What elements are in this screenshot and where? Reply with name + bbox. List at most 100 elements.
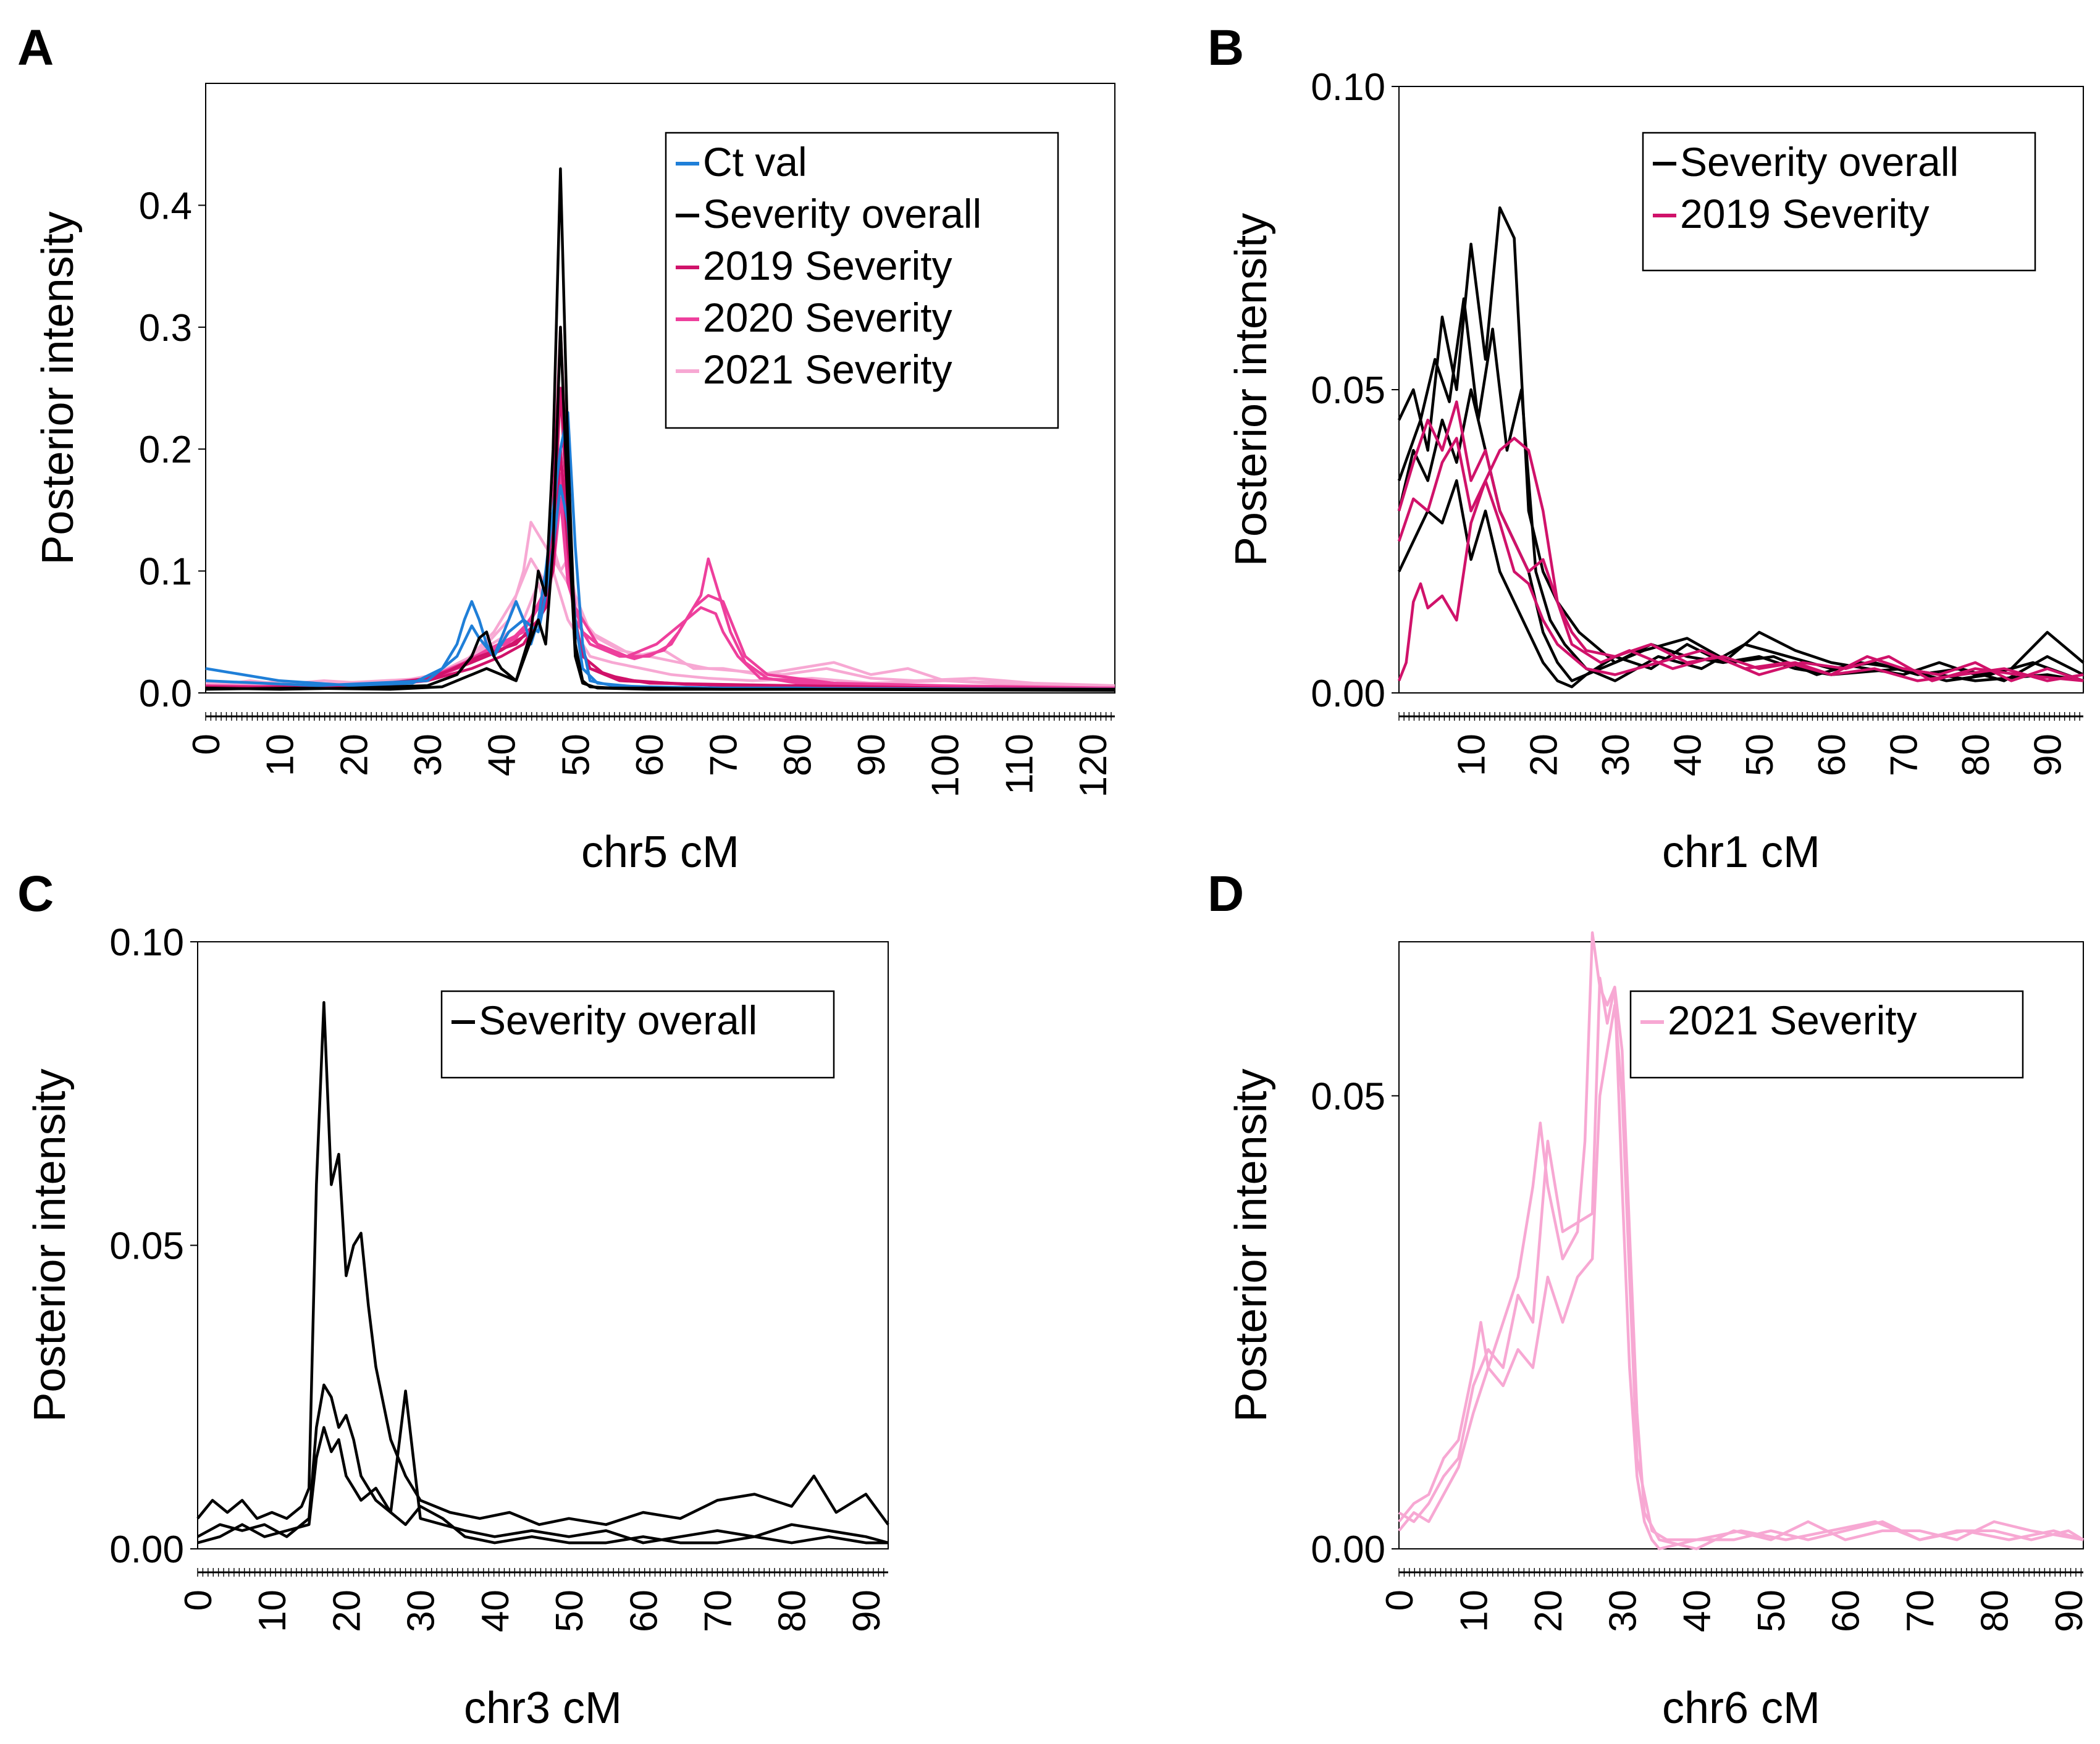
chart-a-y-tick-label: 0.3 [139, 307, 192, 350]
chart-c-series-severity-overall [196, 1001, 889, 1526]
chart-b-series-2019-severity [1397, 437, 2084, 682]
chart-b-series-2019-severity [1397, 437, 2084, 682]
chart-c-x-tick-label: 30 [400, 1590, 443, 1632]
chart-b-y-axis-title: Posterior intensity [1227, 213, 1276, 566]
chart-d-x-axis-title: chr6 cM [1662, 1683, 1820, 1733]
chart-b-x-tick-label: 70 [1883, 734, 1925, 776]
chart-c-x-tick-label: 40 [474, 1590, 517, 1632]
chart-d-y-tick-label: 0.00 [1311, 1528, 1385, 1571]
chart-b-y-tick-label: 0.00 [1311, 673, 1385, 715]
chart-a-y-tick-label: 0.1 [139, 551, 192, 593]
chart-a-y-tick-label: 0.2 [139, 429, 192, 471]
chart-a-x-tick-label: 110 [998, 734, 1041, 795]
chart-d-y-axis-title: Posterior intensity [1227, 1068, 1276, 1422]
chart-d-y-tick-label: 0.05 [1311, 1075, 1385, 1118]
panel-letter-d: D [1208, 866, 1244, 922]
chart-b-legend-label: 2019 Severity [1680, 191, 1930, 237]
chart-d-x-tick-label: 40 [1676, 1590, 1719, 1632]
chart-a: 0.0 0.1 0.2 0.3 0.4 0 10 20 30 40 50 60 70 80 90 100 110… [33, 83, 1115, 877]
chart-b-legend: Severity overall 2019 Severity [1642, 132, 2036, 272]
chart-a-y-tick-label: 0.0 [139, 673, 192, 715]
chart-d-x-tick-label: 20 [1527, 1590, 1570, 1632]
chart-a-x-tick-label: 50 [555, 734, 597, 776]
panel-a: A 0.0 0.1 0.2 0.3 0.4 0 10 20 30 40 50 60 70 80 90 100 1… [17, 20, 1115, 877]
chart-b-x-tick-label: 60 [1811, 734, 1854, 776]
chart-a-x-tick-label: 90 [850, 734, 893, 776]
chart-b: 0.00 0.05 0.10 10 20 30 40 50 60 70 80 90 chr1 cM Pos… [1227, 66, 2085, 877]
chart-c-x-tick-label: 80 [771, 1590, 814, 1632]
chart-d-x-tick-label: 10 [1453, 1590, 1495, 1632]
chart-a-x-tick-label: 30 [407, 734, 450, 776]
chart-a-x-tick-label: 20 [333, 734, 376, 776]
chart-b-legend-label: Severity overall [1680, 139, 1959, 185]
chart-c-y-tick-label: 0.05 [109, 1225, 184, 1268]
chart-b-legend-box [1642, 132, 2036, 272]
chart-a-x-tick-label: 100 [925, 734, 967, 797]
chart-b-x-axis-title: chr1 cM [1662, 828, 1820, 877]
chart-a-x-tick-label: 0 [185, 734, 228, 755]
chart-d-plot-frame [1398, 941, 2084, 1549]
chart-d-x-tick-label: 80 [1973, 1590, 2016, 1632]
chart-a-legend-label: 2020 Severity [703, 295, 952, 340]
chart-c-x-axis-title: chr3 cM [464, 1683, 622, 1733]
chart-b-x-tick-label: 50 [1739, 734, 1781, 776]
chart-c-x-tick-label: 90 [846, 1590, 888, 1632]
chart-b-x-tick-label: 40 [1667, 734, 1710, 776]
chart-c-y-tick-label: 0.10 [109, 921, 184, 964]
panel-letter-a: A [17, 20, 54, 76]
chart-a-legend: Ct val Severity overall 2019 Severity 2020 … [665, 132, 1059, 429]
chart-b-x-tick-label: 20 [1522, 734, 1565, 776]
chart-b-y-tick-label: 0.05 [1311, 369, 1385, 412]
chart-a-legend-label: 2019 Severity [703, 243, 952, 288]
chart-c-x-tick-label: 70 [697, 1590, 740, 1632]
chart-c-x-tick-label: 60 [623, 1590, 665, 1632]
chart-d-series-2021-severity [1398, 976, 2084, 1551]
chart-a-series-severity-overall [205, 325, 1115, 692]
chart-b-x-tick-label: 10 [1451, 734, 1493, 776]
chart-a-legend-label: Ct val [703, 139, 807, 185]
chart-d-x-tick-label: 70 [1899, 1590, 1942, 1632]
chart-c-x-tick-label: 50 [548, 1590, 591, 1632]
chart-b-x-tick-label: 80 [1955, 734, 1997, 776]
chart-c-legend-box [440, 990, 835, 1079]
chart-a-legend-label: 2021 Severity [703, 346, 952, 392]
chart-a-plot-frame [205, 83, 1115, 694]
chart-c: 0.00 0.05 0.10 0 10 20 30 40 50 60 70 80 90 chr3 cM Po… [25, 921, 889, 1733]
chart-d-legend-box [1629, 990, 2024, 1079]
chart-c-x-tick-label: 0 [177, 1590, 220, 1611]
chart-c-legend: Severity overall [440, 990, 835, 1079]
chart-d-series-2021-severity [1398, 1004, 2084, 1541]
chart-a-x-tick-label: 70 [703, 734, 746, 776]
chart-c-x-tick-label: 20 [326, 1590, 368, 1632]
panel-c: C 0.00 0.05 0.10 0 10 20 30 40 50 60 70 80 90 chr3 cM… [17, 866, 889, 1733]
chart-d-x-tick-label: 60 [1825, 1590, 1868, 1632]
chart-a-y-axis-title: Posterior intensity [33, 211, 83, 564]
chart-c-x-tick-label: 10 [251, 1590, 294, 1632]
chart-a-x-tick-label: 120 [1072, 734, 1115, 797]
chart-b-series-2019-severity [1397, 400, 2084, 682]
chart-b-x-tick-label: 30 [1595, 734, 1637, 776]
chart-c-series-severity-overall [197, 1426, 888, 1545]
chart-c-y-tick-label: 0.00 [109, 1528, 184, 1571]
chart-d-legend: 2021 Severity [1629, 990, 2024, 1079]
chart-a-legend-label: Severity overall [703, 191, 981, 237]
chart-b-y-tick-label: 0.10 [1311, 66, 1385, 109]
chart-c-legend-label: Severity overall [479, 997, 757, 1043]
chart-d-x-tick-label: 50 [1750, 1590, 1793, 1632]
chart-a-x-axis-title: chr5 cM [581, 828, 739, 877]
chart-a-x-tick-label: 60 [629, 734, 671, 776]
panel-b: B 0.00 0.05 0.10 10 20 30 40 50 60 70 80 90 chr1 cM P… [1208, 20, 2085, 877]
chart-a-y-tick-label: 0.4 [139, 185, 192, 227]
chart-a-x-tick-label: 80 [776, 734, 819, 776]
chart-a-legend-box [665, 132, 1059, 429]
panel-d: D 0.00 0.05 0 10 20 30 40 50 60 70 80 90 chr6 cM Post… [1208, 866, 2091, 1733]
chart-d-x-tick-label: 0 [1379, 1590, 1421, 1611]
chart-d-x-tick-label: 30 [1602, 1590, 1644, 1632]
chart-d-legend-label: 2021 Severity [1668, 997, 1917, 1043]
panel-letter-c: C [17, 866, 54, 922]
chart-d: 0.00 0.05 0 10 20 30 40 50 60 70 80 90 chr6 cM Poster… [1227, 931, 2091, 1733]
chart-a-x-tick-label: 40 [481, 734, 524, 776]
chart-a-x-tick-label: 10 [259, 734, 302, 776]
chart-b-x-tick-label: 90 [2027, 734, 2070, 776]
